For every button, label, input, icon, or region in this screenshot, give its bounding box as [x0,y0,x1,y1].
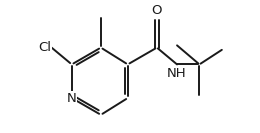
Text: N: N [67,92,77,105]
Text: O: O [152,4,162,17]
Text: Cl: Cl [38,41,51,54]
Text: NH: NH [167,67,187,80]
